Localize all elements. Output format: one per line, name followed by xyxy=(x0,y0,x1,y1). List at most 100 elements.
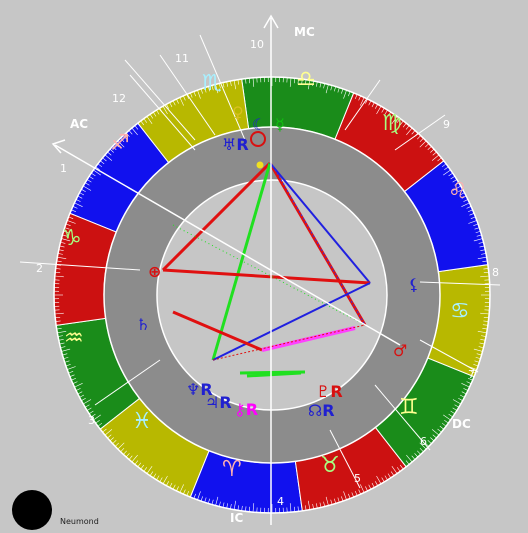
aspect-line xyxy=(161,161,272,272)
degree-tick xyxy=(218,83,221,89)
degree-tick xyxy=(481,335,487,337)
degree-tick xyxy=(477,256,487,260)
degree-tick xyxy=(128,130,133,135)
degree-tick xyxy=(348,91,351,97)
degree-tick xyxy=(69,374,75,377)
aspect-line xyxy=(212,282,371,361)
degree-tick xyxy=(375,481,378,486)
house-cusp-line xyxy=(19,261,141,271)
degree-tick xyxy=(479,245,485,248)
degree-tick xyxy=(230,504,232,510)
aspect-line xyxy=(212,324,366,361)
degree-tick xyxy=(86,179,92,183)
degree-tick xyxy=(197,90,201,99)
degree-tick xyxy=(305,79,307,85)
degree-tick xyxy=(452,185,461,191)
degree-tick xyxy=(72,381,78,384)
degree-tick xyxy=(89,410,94,414)
degree-tick xyxy=(162,106,168,115)
degree-tick xyxy=(483,320,489,322)
degree-tick xyxy=(301,79,303,85)
neptune-glyph: ♆R xyxy=(186,380,213,399)
degree-tick xyxy=(365,486,368,492)
degree-tick xyxy=(482,264,488,266)
sign-glyphs: ♑ ♒ ♓ ♈ ♉ ♊ ♋ ♌ ♍ ♎ ♏ ♐ xyxy=(62,67,470,482)
degree-tick xyxy=(97,163,103,168)
degree-tick xyxy=(432,434,437,439)
degree-tick xyxy=(444,419,449,424)
degree-tick xyxy=(319,502,322,508)
degree-tick xyxy=(83,399,92,405)
house-number: 4 xyxy=(277,495,284,508)
house-cusps xyxy=(19,34,501,489)
degree-tick xyxy=(226,503,229,509)
degree-tick xyxy=(396,118,401,123)
house-number: 3 xyxy=(88,414,95,427)
degree-tick xyxy=(315,81,318,87)
degree-tick xyxy=(399,120,404,126)
degree-tick xyxy=(459,192,465,196)
dc-label: DC xyxy=(452,417,471,431)
degree-tick xyxy=(480,275,490,278)
degree-tick xyxy=(459,394,465,398)
sagittarius-sign: ♐ xyxy=(110,131,130,156)
degree-tick xyxy=(483,316,489,319)
moon-glyph: ☾ xyxy=(252,115,266,134)
degree-tick xyxy=(293,506,296,512)
degree-tick xyxy=(67,366,76,370)
degree-tick xyxy=(57,256,67,260)
degree-tick xyxy=(128,455,133,460)
degree-tick xyxy=(419,448,424,453)
degree-tick xyxy=(60,346,66,349)
degree-tick xyxy=(473,238,483,242)
degree-tick xyxy=(140,464,145,470)
house-number: 10 xyxy=(250,38,264,51)
degree-tick xyxy=(419,140,427,148)
aquarius-sign: ♒ xyxy=(64,326,84,351)
chiron-glyph: ⚷R xyxy=(234,400,258,419)
degree-tick xyxy=(441,422,447,427)
degree-tick xyxy=(131,454,138,463)
aspect-line xyxy=(162,268,371,285)
degree-tick xyxy=(55,320,61,322)
degree-tick xyxy=(425,143,430,148)
degree-tick xyxy=(143,467,148,472)
degree-tick xyxy=(312,504,314,510)
degree-tick xyxy=(473,364,479,367)
house-cusp-line xyxy=(329,429,361,489)
lilith-glyph: ⚸ xyxy=(408,275,420,294)
degree-tick xyxy=(179,484,184,493)
degree-tick xyxy=(343,90,347,99)
degree-tick xyxy=(461,202,470,207)
aspect-line xyxy=(261,326,356,352)
degree-tick xyxy=(58,249,64,252)
degree-tick xyxy=(390,114,395,119)
degree-tick xyxy=(215,496,219,506)
degree-tick xyxy=(230,80,232,86)
degree-tick xyxy=(375,104,378,109)
degree-tick xyxy=(237,79,239,85)
mars-glyph: ♂ xyxy=(393,341,407,360)
degree-tick xyxy=(97,422,103,427)
chart-axes xyxy=(51,14,401,525)
libra-sign: ♎ xyxy=(296,67,316,92)
degree-tick xyxy=(112,146,117,150)
ic-label: IC xyxy=(230,511,243,525)
leo-sign: ♌ xyxy=(448,179,468,204)
degree-tick xyxy=(337,87,340,93)
degree-tick xyxy=(131,127,138,136)
degree-tick xyxy=(475,356,481,360)
aspect-lines xyxy=(161,161,371,378)
degree-tick xyxy=(81,189,86,192)
degree-tick xyxy=(79,394,85,398)
scorpio-sign: ♏ xyxy=(202,71,222,96)
degree-tick xyxy=(176,98,179,104)
degree-tick xyxy=(387,473,391,478)
degree-tick xyxy=(319,82,322,88)
degree-tick xyxy=(358,95,361,101)
degree-tick xyxy=(430,437,435,442)
jupiter-glyph: ♃R xyxy=(205,393,232,412)
degree-tick xyxy=(75,388,81,391)
degree-tick xyxy=(86,407,92,411)
degree-tick xyxy=(172,484,176,490)
